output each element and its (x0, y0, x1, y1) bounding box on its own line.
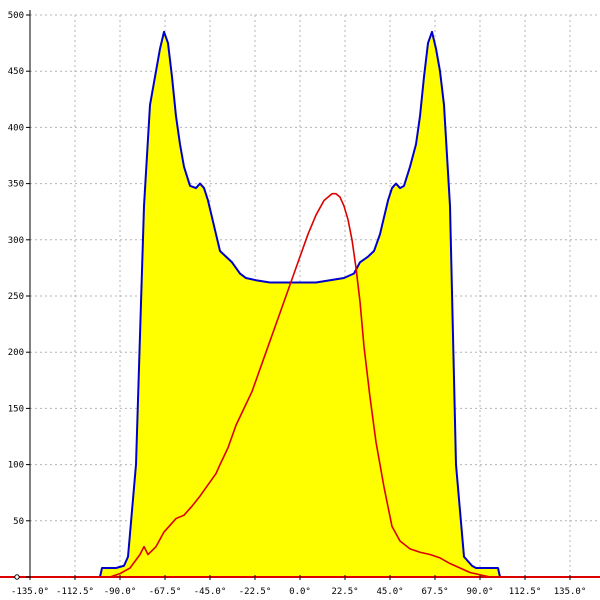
x-tick-label: -135.0° (11, 587, 49, 597)
y-axis-ticks: 50 100 150 200 250 300 350 400 450 500 (8, 11, 30, 580)
x-tick-label: -67.5° (149, 587, 182, 597)
y-tick-label: 50 (13, 517, 24, 527)
x-tick-label: 22.5° (331, 587, 358, 597)
y-tick-label: 250 (8, 292, 24, 302)
x-tick-label: 0.0° (289, 587, 311, 597)
x-tick-label: -90.0° (104, 587, 137, 597)
y-tick-label: 200 (8, 348, 24, 358)
series-1-outline (99, 30, 501, 578)
y-tick-label: 500 (8, 11, 24, 21)
series-2-line (30, 192, 570, 578)
x-tick-label: -45.0° (194, 587, 227, 597)
series-1-area (30, 30, 570, 578)
y-tick-label: 150 (8, 404, 24, 414)
y-tick-label: 350 (8, 180, 24, 190)
x-tick-label: 112.5° (509, 587, 542, 597)
x-tick-label: 45.0° (376, 587, 403, 597)
y-tick-label: 450 (8, 67, 24, 77)
x-tick-label: -22.5° (239, 587, 272, 597)
x-axis-ticks: -135.0° -112.5° -90.0° -67.5° -45.0° -22.5° 0.… (11, 575, 586, 597)
y-tick-label: 400 (8, 123, 24, 133)
y-tick-label: 100 (8, 461, 24, 471)
y-tick-label: 300 (8, 236, 24, 246)
x-tick-label: 67.5° (421, 587, 448, 597)
x-tick-label: 135.0° (554, 587, 587, 597)
x-tick-label: 90.0° (466, 587, 493, 597)
x-tick-label: -112.5° (56, 587, 94, 597)
series-1-fill (30, 31, 570, 578)
series-2-line-layer (30, 192, 570, 578)
origin-marker (14, 574, 20, 580)
